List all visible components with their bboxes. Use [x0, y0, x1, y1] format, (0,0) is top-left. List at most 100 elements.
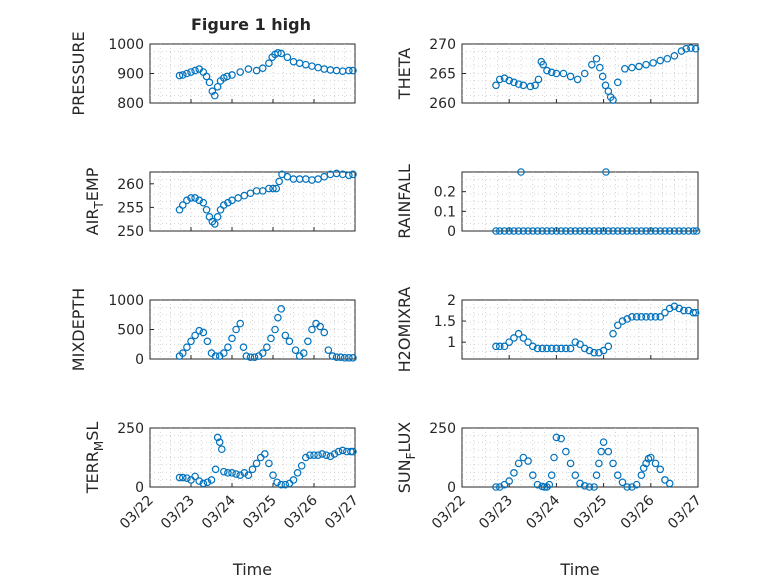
data-point [277, 480, 286, 489]
data-point [602, 168, 610, 176]
subplot-7: 0 250 TERRMSL 03/22 03/23 03/24 03/25 03/26 03/2… [83, 421, 362, 579]
data-point [349, 447, 357, 456]
data-point [220, 349, 228, 357]
data-point [187, 337, 195, 346]
data-point [301, 453, 310, 462]
data-point [299, 349, 308, 357]
data-point [592, 471, 601, 480]
data-point [277, 49, 286, 58]
data-point [207, 476, 216, 484]
data-point [573, 75, 582, 84]
data-point [670, 227, 679, 235]
data-point [330, 450, 339, 458]
data-point [547, 471, 556, 480]
x-axis-label: Time [559, 560, 599, 579]
subplot-5: 0 500 1000 MIXDEPTH [69, 288, 357, 371]
data-point [571, 471, 580, 480]
data-point [601, 81, 610, 90]
data-point [656, 227, 665, 235]
data-point [510, 227, 518, 235]
y-tick-label: 270 [429, 37, 456, 53]
y-tick-label: 1.5 [434, 314, 456, 330]
data-point [220, 467, 228, 476]
data-point [604, 447, 613, 456]
data-point [661, 227, 669, 235]
data-point [557, 434, 565, 443]
data-point [587, 60, 596, 69]
data-point [557, 227, 565, 235]
data-point [580, 344, 589, 353]
data-point [637, 227, 646, 235]
data-point [689, 308, 698, 317]
y-tick-label: 0 [447, 480, 456, 496]
data-point [306, 451, 314, 459]
data-point [609, 459, 617, 468]
data-point [269, 471, 277, 480]
data-point [637, 313, 646, 321]
data-point [691, 44, 700, 53]
x-tick-label: 03/26 [618, 492, 658, 532]
data-point [524, 338, 532, 346]
data-point [604, 227, 613, 235]
data-point [595, 459, 603, 468]
data-point [596, 63, 604, 72]
data-point [213, 213, 222, 221]
data-point [183, 69, 191, 78]
data-point [244, 471, 253, 480]
data-point [213, 433, 222, 442]
data-point [590, 483, 598, 491]
y-tick-label: 0 [135, 480, 144, 496]
y-tick-label: 1000 [108, 37, 144, 53]
data-point [269, 184, 277, 193]
data-point [632, 480, 641, 489]
data-point [623, 227, 632, 235]
data-point [609, 227, 617, 235]
data-point [547, 68, 556, 77]
data-point [265, 59, 273, 67]
data-point [283, 53, 292, 62]
data-point [492, 483, 500, 491]
data-point [322, 451, 331, 459]
data-point [179, 201, 187, 209]
data-point [191, 472, 199, 481]
subplot-8: 0 250 SUNFLUX 03/22 03/23 03/24 03/25 03/26 03/2… [395, 421, 705, 579]
data-point [590, 348, 598, 357]
data-point [618, 227, 627, 235]
y-tick-label: 800 [117, 96, 144, 112]
y-tick-label: 265 [429, 67, 456, 83]
y-axis-label: AIRTEMP [83, 167, 106, 235]
y-axis-label: TERRMSL [83, 422, 106, 495]
data-point [345, 66, 353, 75]
data-point [510, 334, 518, 342]
data-point [224, 198, 232, 207]
data-point [210, 220, 219, 228]
data-point [599, 227, 608, 235]
data-point [334, 447, 343, 456]
data-point [263, 343, 271, 352]
data-point [199, 479, 208, 488]
data-point [599, 438, 608, 446]
data-point [585, 227, 594, 235]
data-point [183, 474, 191, 482]
data-point [495, 342, 504, 351]
data-point [260, 450, 269, 458]
y-axis-label: THETA [395, 48, 414, 100]
data-point [205, 78, 214, 87]
data-point [510, 78, 518, 87]
data-point [618, 317, 627, 325]
x-tick-label: 03/27 [322, 493, 362, 533]
data-point [236, 471, 245, 480]
data-point [175, 71, 184, 80]
data-point [580, 69, 589, 78]
data-point [656, 313, 665, 321]
data-point [519, 334, 528, 342]
data-point [528, 471, 537, 480]
x-tick-label: 03/24 [199, 492, 239, 532]
data-point [215, 438, 224, 446]
data-point [543, 66, 551, 75]
data-point [211, 352, 220, 360]
x-tick-label: 03/25 [571, 493, 611, 533]
data-point [349, 66, 357, 75]
data-point [552, 69, 561, 78]
x-tick-label: 03/23 [476, 493, 516, 533]
